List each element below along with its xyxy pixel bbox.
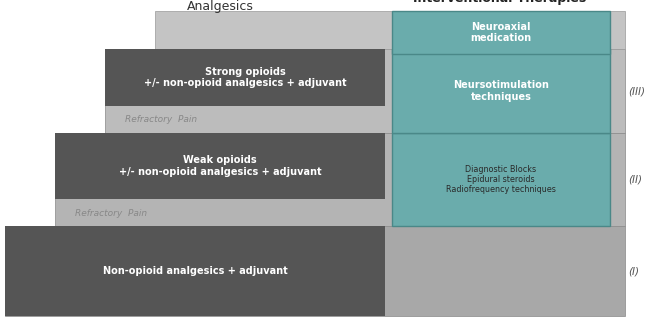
- FancyBboxPatch shape: [55, 133, 385, 199]
- FancyBboxPatch shape: [105, 49, 625, 133]
- FancyBboxPatch shape: [392, 49, 610, 133]
- Text: Strong opioids
+/- non-opioid analgesics + adjuvant: Strong opioids +/- non-opioid analgesics…: [144, 67, 346, 88]
- Text: Analgesics: Analgesics: [186, 0, 254, 13]
- Text: Neuroaxial
medication: Neuroaxial medication: [470, 22, 532, 43]
- FancyBboxPatch shape: [105, 49, 385, 106]
- Text: Interventional Therapies: Interventional Therapies: [413, 0, 587, 5]
- FancyBboxPatch shape: [55, 133, 625, 226]
- Text: (III): (III): [628, 86, 645, 96]
- Text: Weak opioids
+/- non-opioid analgesics + adjuvant: Weak opioids +/- non-opioid analgesics +…: [118, 155, 322, 177]
- FancyBboxPatch shape: [392, 133, 610, 226]
- Text: (I): (I): [628, 266, 639, 276]
- FancyBboxPatch shape: [5, 226, 385, 316]
- Text: Neursotimulation
techniques: Neursotimulation techniques: [453, 80, 549, 102]
- Text: Refractory  Pain: Refractory Pain: [125, 115, 197, 124]
- FancyBboxPatch shape: [392, 11, 610, 54]
- Text: Diagnostic Blocks
Epidural steroids
Radiofrequency techniques: Diagnostic Blocks Epidural steroids Radi…: [446, 165, 556, 195]
- FancyBboxPatch shape: [5, 226, 625, 316]
- FancyBboxPatch shape: [155, 11, 625, 49]
- Text: (II): (II): [628, 175, 642, 185]
- Text: Non-opioid analgesics + adjuvant: Non-opioid analgesics + adjuvant: [103, 266, 287, 276]
- Text: Refractory  Pain: Refractory Pain: [75, 209, 147, 218]
